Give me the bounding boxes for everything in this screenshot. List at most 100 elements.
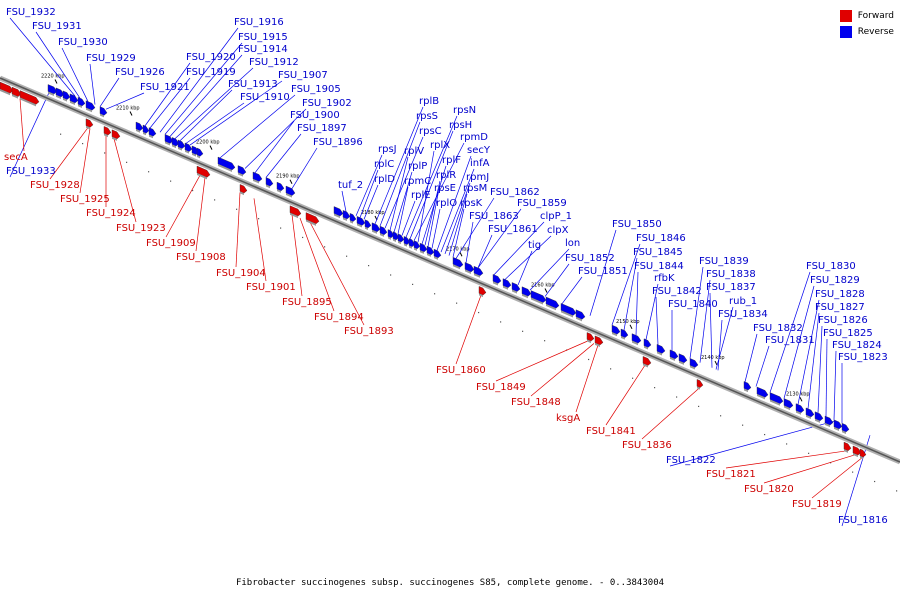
reverse-gene bbox=[184, 142, 193, 152]
reverse-gene-shadow bbox=[815, 418, 820, 423]
reverse-gene bbox=[689, 358, 699, 368]
reverse-leader-line bbox=[174, 67, 254, 139]
reverse-gene-label: rpsS bbox=[416, 111, 438, 122]
forward-gene-shadow bbox=[643, 363, 648, 368]
reverse-leader-line bbox=[159, 27, 239, 133]
reverse-gene-label: tuf_2 bbox=[338, 180, 363, 191]
forward-gene-label: FSU_1894 bbox=[314, 312, 364, 323]
reverse-gene-label: FSU_1837 bbox=[706, 282, 756, 293]
reverse-leader-line bbox=[393, 171, 413, 233]
minor-tick bbox=[82, 142, 84, 145]
reverse-gene-label: FSU_1827 bbox=[815, 302, 865, 313]
reverse-gene-shadow bbox=[78, 104, 82, 108]
reverse-leader-line bbox=[669, 420, 837, 467]
reverse-leader-line bbox=[427, 193, 439, 247]
forward-gene-label: FSU_1836 bbox=[622, 440, 672, 451]
forward-gene-label: FSU_1895 bbox=[282, 297, 332, 308]
reverse-gene bbox=[148, 127, 157, 137]
reverse-gene-label: FSU_1825 bbox=[823, 328, 873, 339]
reverse-gene-label: FSU_1902 bbox=[302, 98, 352, 109]
reverse-gene-shadow bbox=[806, 414, 811, 420]
reverse-gene bbox=[276, 181, 285, 192]
reverse-leader-line bbox=[421, 165, 447, 245]
reverse-gene bbox=[413, 240, 421, 250]
minor-tick bbox=[808, 452, 810, 454]
reverse-gene-label: FSU_1912 bbox=[249, 57, 299, 68]
reverse-gene-shadow bbox=[380, 233, 384, 237]
reverse-gene-label: FSU_1824 bbox=[832, 340, 882, 351]
reverse-leader-line bbox=[623, 257, 638, 331]
scale-tick-label: 2200 kbp bbox=[196, 140, 220, 146]
forward-leader-line bbox=[113, 138, 137, 223]
minor-tick bbox=[346, 255, 348, 257]
reverse-gene-shadow bbox=[474, 273, 480, 278]
reverse-leader-line bbox=[477, 208, 522, 269]
minor-tick bbox=[478, 311, 480, 314]
reverse-gene-label: FSU_1826 bbox=[818, 315, 868, 326]
reverse-leader-line bbox=[219, 94, 296, 159]
minor-tick bbox=[104, 152, 106, 154]
forward-gene-label: FSU_1820 bbox=[744, 484, 794, 495]
forward-gene bbox=[111, 129, 121, 140]
reverse-leader-line bbox=[589, 229, 617, 316]
forward-gene-shadow bbox=[306, 219, 316, 226]
reverse-gene-label: FSU_1831 bbox=[765, 335, 815, 346]
reverse-gene-shadow bbox=[178, 146, 182, 151]
scale-tick-label: 2150 kbp bbox=[616, 319, 640, 325]
forward-gene-shadow bbox=[197, 173, 207, 180]
forward-gene-shadow bbox=[86, 125, 90, 130]
reverse-gene bbox=[492, 274, 502, 284]
reverse-gene-label: rpsH bbox=[449, 120, 472, 131]
forward-leader-line bbox=[605, 365, 646, 426]
forward-gene-label: FSU_1821 bbox=[706, 469, 756, 480]
reverse-gene bbox=[783, 398, 794, 409]
reverse-leader-line bbox=[424, 180, 441, 246]
reverse-leader-line bbox=[440, 168, 475, 253]
forward-gene bbox=[478, 286, 487, 296]
forward-leader-line bbox=[455, 295, 482, 365]
reverse-gene bbox=[530, 290, 547, 303]
reverse-gene-shadow bbox=[503, 285, 508, 290]
forward-leader-line bbox=[235, 192, 241, 268]
reverse-gene-shadow bbox=[576, 316, 582, 322]
forward-gene-label: FSU_1819 bbox=[792, 499, 842, 510]
reverse-gene-shadow bbox=[266, 184, 270, 189]
reverse-leader-line bbox=[744, 333, 758, 382]
reverse-gene bbox=[252, 171, 263, 182]
reverse-gene-shadow bbox=[420, 250, 424, 254]
forward-gene-label: FSU_1925 bbox=[60, 194, 110, 205]
forward-gene-label: FSU_1924 bbox=[86, 208, 136, 219]
reverse-gene-label: FSU_1832 bbox=[753, 323, 803, 334]
minor-tick bbox=[280, 227, 282, 229]
reverse-leader-line bbox=[635, 271, 639, 336]
reverse-gene-shadow bbox=[388, 236, 391, 240]
reverse-gene-label: rpsM bbox=[463, 183, 487, 194]
reverse-gene-label: FSU_1896 bbox=[313, 137, 363, 148]
reverse-gene-label: rpmC bbox=[404, 176, 431, 187]
minor-tick bbox=[896, 490, 898, 492]
reverse-gene bbox=[171, 137, 180, 147]
reverse-leader-line bbox=[397, 186, 409, 234]
reverse-leader-line bbox=[833, 350, 837, 420]
reverse-gene-label: FSU_1838 bbox=[706, 269, 756, 280]
scale-tick-label: 2220 kbp bbox=[41, 73, 65, 79]
reverse-gene-label: FSU_1905 bbox=[291, 84, 341, 95]
reverse-gene-label: FSU_1852 bbox=[565, 253, 615, 264]
reverse-gene-label: lon bbox=[565, 238, 580, 249]
minor-tick bbox=[126, 161, 128, 163]
reverse-gene-label: rplE bbox=[411, 190, 431, 201]
reverse-gene bbox=[217, 156, 236, 171]
forward-leader-line bbox=[725, 450, 847, 469]
forward-gene-shadow bbox=[290, 212, 298, 219]
reverse-gene-shadow bbox=[393, 238, 396, 242]
reverse-gene-label: FSU_1828 bbox=[815, 289, 865, 300]
reverse-gene bbox=[356, 216, 366, 226]
reverse-gene bbox=[47, 84, 58, 95]
reverse-gene-label: FSU_1840 bbox=[668, 299, 718, 310]
forward-gene-shadow bbox=[844, 449, 848, 453]
forward-gene-shadow bbox=[587, 339, 591, 344]
reverse-gene bbox=[237, 165, 247, 175]
reverse-gene-shadow bbox=[185, 149, 189, 154]
reverse-gene bbox=[371, 222, 381, 233]
